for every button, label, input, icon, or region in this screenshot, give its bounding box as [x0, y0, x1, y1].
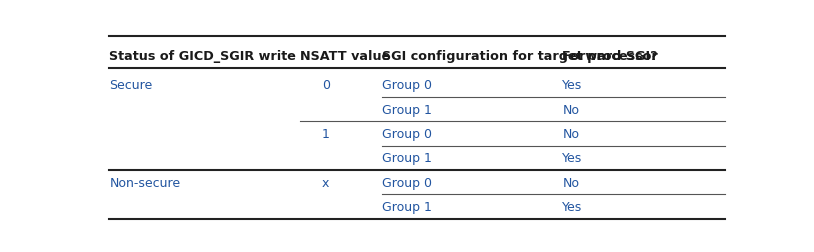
Text: x: x — [322, 176, 330, 189]
Text: Non-secure: Non-secure — [109, 176, 181, 189]
Text: Group 1: Group 1 — [383, 200, 432, 213]
Text: Yes: Yes — [562, 152, 583, 165]
Text: Group 0: Group 0 — [383, 79, 432, 92]
Text: No: No — [562, 176, 580, 189]
Text: Status of GICD_SGIR write: Status of GICD_SGIR write — [109, 50, 296, 63]
Text: Group 0: Group 0 — [383, 128, 432, 141]
Text: Forward SGI?: Forward SGI? — [562, 50, 658, 63]
Text: 1: 1 — [322, 128, 330, 141]
Text: Yes: Yes — [562, 79, 583, 92]
Text: Group 0: Group 0 — [383, 176, 432, 189]
Text: Secure: Secure — [109, 79, 152, 92]
Text: Group 1: Group 1 — [383, 152, 432, 165]
Text: No: No — [562, 128, 580, 141]
Text: No: No — [562, 103, 580, 116]
Text: NSATT value: NSATT value — [300, 50, 391, 63]
Text: SGI configuration for target processor: SGI configuration for target processor — [383, 50, 659, 63]
Text: 0: 0 — [322, 79, 330, 92]
Text: Yes: Yes — [562, 200, 583, 213]
Text: Group 1: Group 1 — [383, 103, 432, 116]
